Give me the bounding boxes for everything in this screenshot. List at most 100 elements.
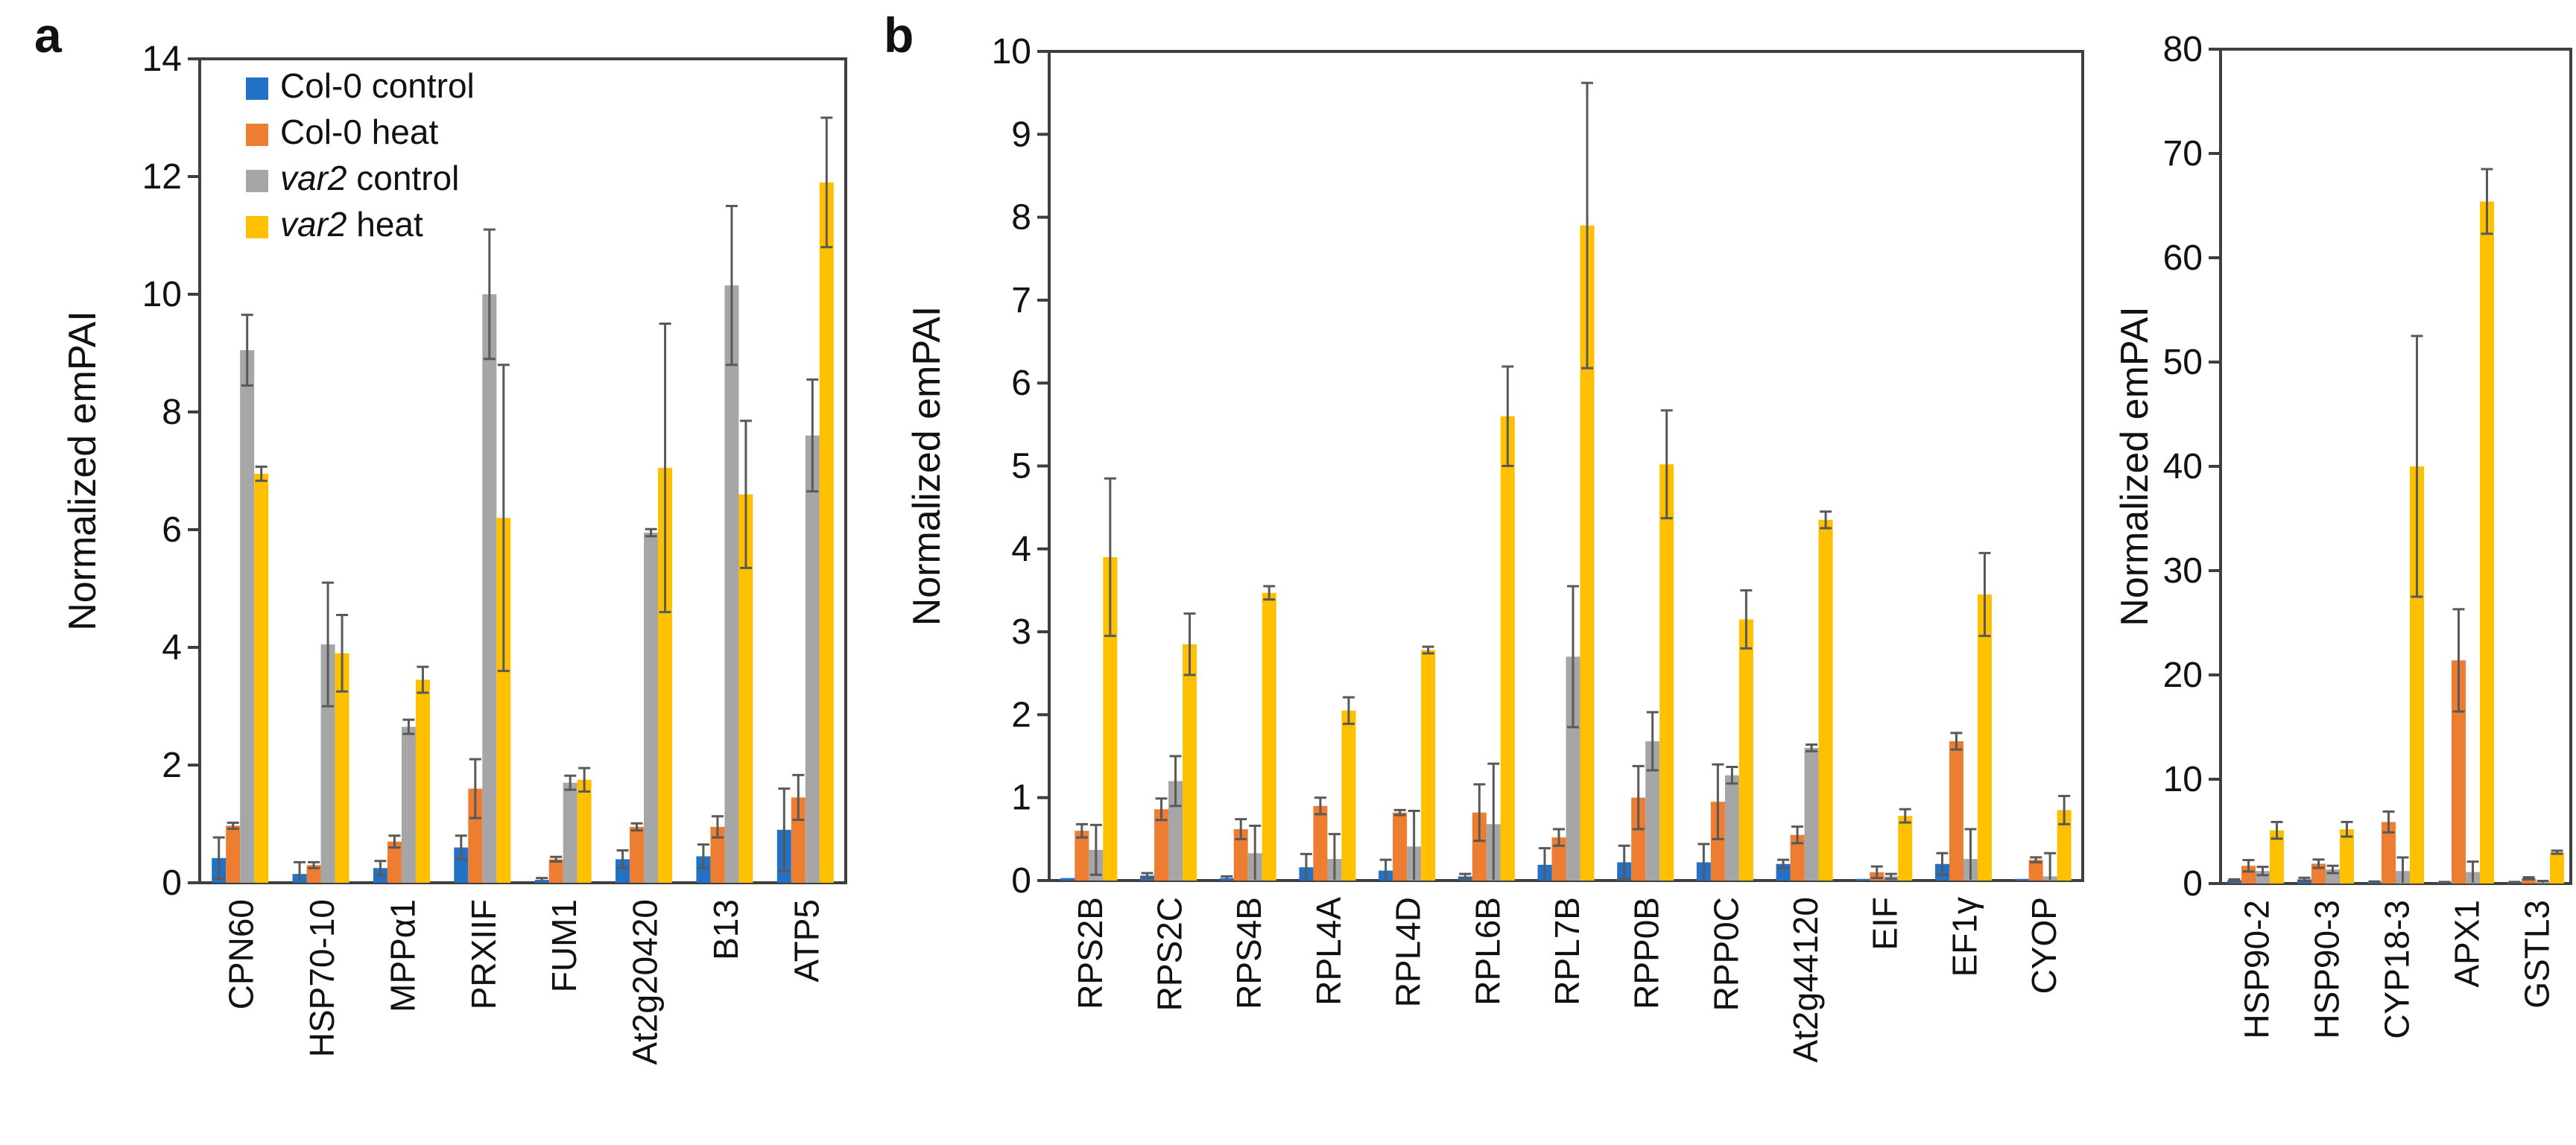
error-bar	[2326, 864, 2339, 875]
error-bar	[1553, 828, 1565, 847]
error-bar	[778, 787, 791, 872]
error-bar	[578, 767, 591, 793]
bar-var2_control	[1645, 741, 1660, 881]
y-tick-label: 7	[1011, 281, 1031, 320]
error-bar	[2411, 334, 2423, 598]
error-bar	[1978, 551, 1991, 638]
error-bar	[2551, 849, 2563, 855]
y-tick-label: 4	[162, 628, 182, 667]
error-bar	[1899, 808, 1911, 824]
x-category-label: RPL7B	[1548, 897, 1586, 1006]
y-tick-label: 9	[1011, 115, 1031, 154]
error-bar	[2312, 858, 2325, 869]
error-bar	[1300, 852, 1312, 880]
bar-var2_heat	[496, 518, 511, 883]
error-bar	[1936, 851, 1949, 876]
panel-label-b: b	[884, 7, 914, 63]
x-category-label: At2g20420	[626, 899, 665, 1065]
bar-col0_heat	[548, 859, 563, 883]
legend-swatch-var2_control	[246, 170, 268, 192]
bar-var2_control	[1724, 775, 1739, 881]
x-category-label: CPN60	[222, 899, 261, 1009]
error-bar	[1408, 810, 1420, 880]
bar-col0_heat	[630, 826, 645, 883]
bar-col0_control	[454, 847, 469, 883]
error-bar	[2452, 608, 2465, 713]
error-bar	[1884, 872, 1897, 881]
y-axis-title: Normalized emPAI	[905, 306, 949, 627]
bar-col0_heat	[2452, 660, 2466, 884]
error-bar	[2537, 880, 2549, 883]
error-bar	[1221, 875, 1233, 880]
x-category-label: RPL4D	[1389, 897, 1428, 1007]
bar-col0_heat	[1075, 831, 1089, 881]
bar-col0_control	[2367, 881, 2382, 884]
error-bar	[1328, 833, 1341, 880]
error-bar	[1660, 409, 1673, 520]
error-bar	[792, 773, 805, 821]
error-bar	[2270, 820, 2283, 840]
bar-var2_heat	[254, 473, 269, 883]
error-bar	[227, 821, 239, 830]
error-bar	[2341, 820, 2353, 838]
y-tick-label: 8	[1011, 198, 1031, 238]
y-tick-label: 14	[142, 39, 182, 79]
error-bar	[402, 718, 415, 735]
error-bar	[2058, 794, 2071, 825]
y-tick-label: 20	[2163, 656, 2203, 695]
y-tick-label: 70	[2163, 134, 2203, 174]
error-bar	[1141, 872, 1153, 880]
y-tick-label: 3	[1011, 612, 1031, 652]
x-category-label: B13	[706, 899, 745, 960]
error-bar	[630, 822, 643, 832]
bar-var2_heat	[2340, 829, 2354, 884]
bar-var2_heat	[1500, 416, 1515, 881]
bar-col0_control	[615, 859, 630, 883]
bar-var2_control	[1566, 656, 1580, 881]
error-bar	[659, 323, 671, 614]
legend-label: var2 heat	[280, 205, 423, 244]
error-bar	[2438, 881, 2451, 884]
bar-col0_heat	[1233, 828, 1248, 881]
y-tick-label: 6	[162, 510, 182, 550]
error-bar	[455, 834, 467, 860]
error-bar	[1791, 825, 1804, 845]
x-category-label: EF1γ	[1945, 897, 1984, 977]
bar-var2_heat	[738, 494, 753, 883]
error-bar	[550, 855, 563, 863]
error-bar	[739, 419, 752, 569]
bar-col0_heat	[1393, 812, 1408, 881]
error-bar	[322, 581, 335, 708]
bar-col0_control	[1855, 878, 1870, 881]
error-bar	[2522, 876, 2535, 881]
error-bar	[2368, 880, 2381, 883]
bar-var2_heat	[1818, 519, 1833, 881]
bar-col0_heat	[1949, 741, 1963, 881]
x-category-label: RPL4A	[1309, 897, 1348, 1006]
bar-var2_control	[805, 435, 820, 883]
bar-var2_heat	[415, 679, 430, 883]
error-bar	[374, 860, 387, 877]
error-bar	[1646, 711, 1659, 772]
error-bar	[711, 815, 724, 839]
error-bar	[697, 843, 709, 869]
error-bar	[2298, 876, 2311, 882]
error-bar	[1618, 844, 1630, 881]
error-bar	[1950, 732, 1963, 751]
error-bar	[1777, 858, 1790, 869]
error-bar	[1712, 763, 1724, 840]
error-bar	[469, 758, 481, 819]
bar-chart-panel-b-left: 0 1 2 3 4 5 6 7 8 9 10 Normalized emPAI RPS2B RPS2C RP…	[905, 32, 2084, 1063]
x-category-label: EIF	[1866, 897, 1905, 951]
error-bar	[1183, 612, 1196, 676]
bar-col0_heat	[2382, 822, 2396, 884]
bar-chart-panel-b-right: 0 10 20 30 40 50 60 70 80 Normalized emPAI HSP90-2…	[2113, 30, 2572, 1039]
x-category-label: HSP90-3	[2307, 900, 2346, 1039]
error-bar	[1632, 764, 1645, 831]
error-bar	[645, 527, 657, 538]
x-category-label: RPL6B	[1468, 897, 1507, 1006]
error-bar	[1820, 510, 1832, 530]
bar-var2_control	[1804, 747, 1819, 881]
bar-var2_heat	[2550, 852, 2564, 884]
error-bar	[1726, 766, 1738, 785]
